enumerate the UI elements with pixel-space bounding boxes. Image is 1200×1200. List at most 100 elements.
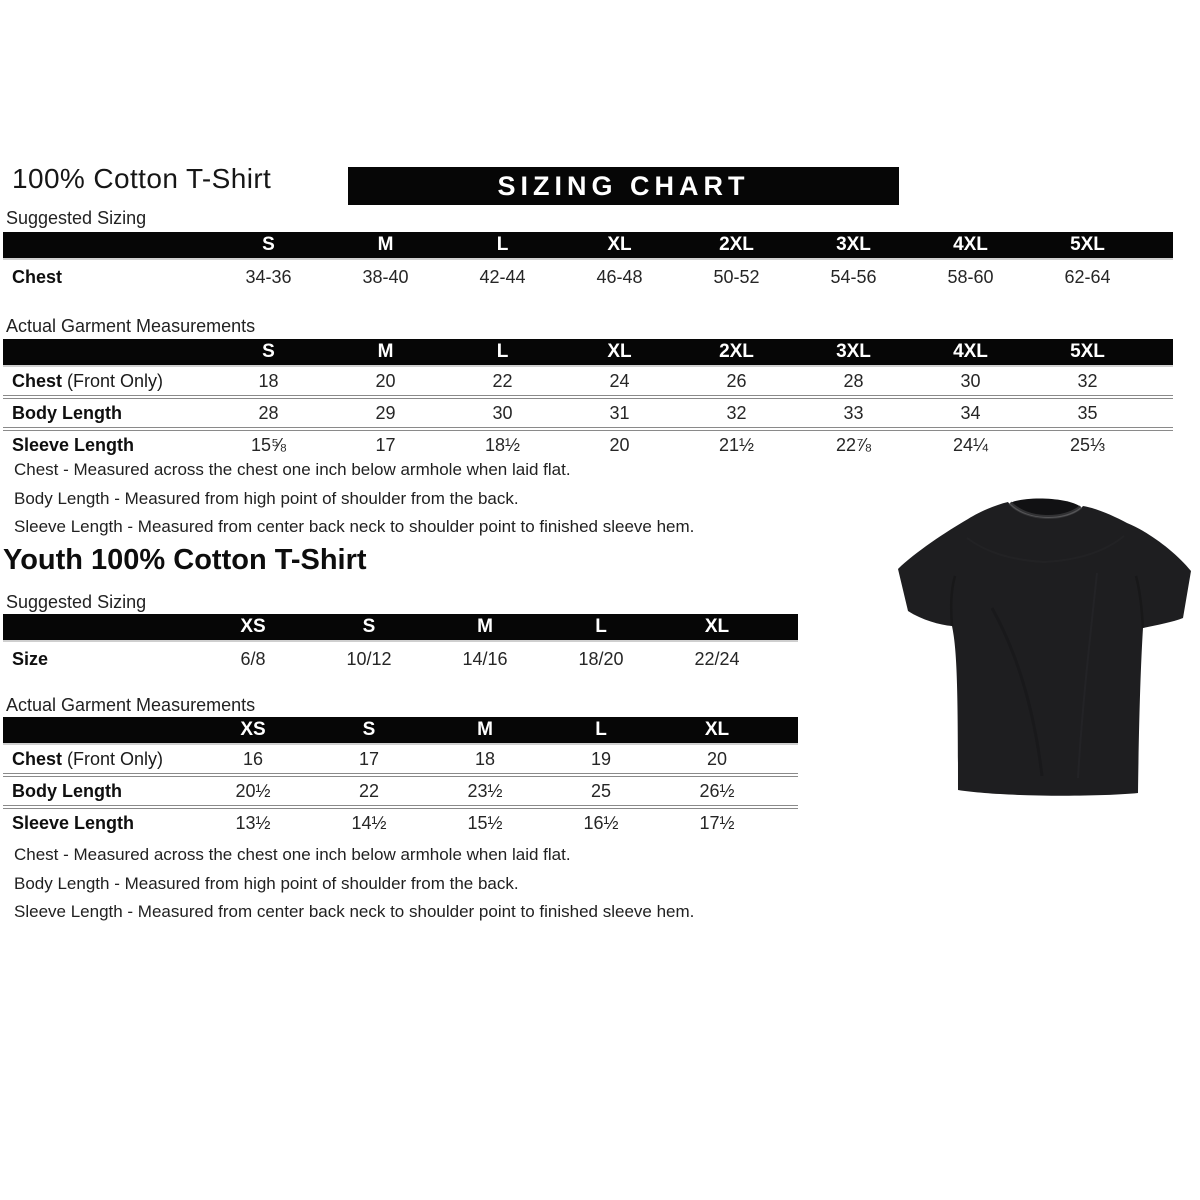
measurement-value: 16 bbox=[242, 748, 264, 769]
table-header-row: XS S M L XL bbox=[3, 717, 798, 745]
size-col-header: S bbox=[362, 719, 376, 740]
table-row: Chest 34-36 38-40 42-44 46-48 50-52 54-5… bbox=[3, 260, 1173, 294]
table-header-row: S M L XL 2XL 3XL 4XL 5XL bbox=[3, 232, 1173, 260]
size-col-header: 5XL bbox=[1070, 341, 1105, 362]
row-label: Body Length bbox=[12, 780, 122, 801]
measurement-value: 62-64 bbox=[1064, 266, 1111, 287]
measurement-value: 29 bbox=[375, 402, 396, 423]
measurement-value: 32 bbox=[1077, 370, 1098, 391]
measurement-value: 22 bbox=[358, 780, 380, 801]
measurement-value: 22/24 bbox=[694, 648, 740, 669]
measurement-value: 17 bbox=[358, 748, 380, 769]
measurement-value: 16½ bbox=[583, 812, 619, 833]
size-col-header: XL bbox=[704, 616, 730, 637]
measurement-value: 26½ bbox=[699, 780, 735, 801]
measurement-value: 14/16 bbox=[462, 648, 508, 669]
size-col-header: XL bbox=[607, 234, 632, 255]
measurement-value: 31 bbox=[609, 402, 630, 423]
size-col-header: S bbox=[262, 234, 275, 255]
youth-suggested-sizing-table: XS S M L XL Size 6/8 10/12 14/16 18/20 2… bbox=[3, 614, 798, 676]
row-label: Sleeve Length bbox=[12, 434, 135, 455]
size-col-header: L bbox=[496, 341, 509, 362]
measurement-value: 20 bbox=[609, 434, 630, 455]
size-col-header: 3XL bbox=[836, 234, 871, 255]
tshirt-collar-rib bbox=[1008, 501, 1083, 519]
measurement-value: 25⅓ bbox=[1069, 434, 1106, 455]
measurement-value: 13½ bbox=[235, 812, 271, 833]
note-line: Sleeve Length - Measured from center bac… bbox=[14, 517, 695, 537]
measurement-value: 25 bbox=[590, 780, 612, 801]
measurement-value: 18 bbox=[258, 370, 279, 391]
size-col-header: 4XL bbox=[953, 234, 988, 255]
measurement-value: 15½ bbox=[467, 812, 503, 833]
measurement-value: 42-44 bbox=[479, 266, 526, 287]
measurement-value: 34-36 bbox=[245, 266, 292, 287]
measurement-value: 32 bbox=[726, 402, 747, 423]
measurement-value: 28 bbox=[843, 370, 864, 391]
measurement-value: 38-40 bbox=[362, 266, 409, 287]
youth-actual-measurements-label: Actual Garment Measurements bbox=[6, 695, 256, 715]
measurement-value: 34 bbox=[960, 402, 981, 423]
youth-section-title: Youth 100% Cotton T-Shirt bbox=[3, 544, 367, 576]
measurement-value: 46-48 bbox=[596, 266, 643, 287]
sizing-chart-banner-label: SIZING CHART bbox=[497, 170, 750, 201]
note-line: Sleeve Length - Measured from center bac… bbox=[14, 902, 695, 922]
measurement-value: 33 bbox=[843, 402, 864, 423]
row-label: Sleeve Length bbox=[12, 812, 135, 833]
measurement-value: 22⅞ bbox=[835, 434, 872, 455]
table-row: Sleeve Length 15⅝ 17 18½ 20 21½ 22⅞ 24¼ … bbox=[3, 427, 1173, 459]
tshirt-right-sleeve-seam bbox=[1134, 575, 1145, 629]
size-col-header: M bbox=[477, 719, 493, 740]
size-col-header: 2XL bbox=[719, 341, 754, 362]
size-col-header: S bbox=[262, 341, 275, 362]
row-label: Size bbox=[12, 648, 49, 669]
row-label: Body Length bbox=[12, 402, 122, 423]
note-line: Chest - Measured across the chest one in… bbox=[14, 845, 571, 864]
adult-suggested-sizing-table: S M L XL 2XL 3XL 4XL 5XL Chest 34-36 38-… bbox=[3, 232, 1173, 294]
measurement-value: 26 bbox=[726, 370, 747, 391]
measurement-value: 20 bbox=[375, 370, 396, 391]
measurement-value: 58-60 bbox=[947, 266, 994, 287]
note-line: Body Length - Measured from high point o… bbox=[14, 873, 519, 893]
adult-suggested-sizing-label: Suggested Sizing bbox=[6, 208, 147, 228]
sizing-chart-banner: SIZING CHART bbox=[348, 167, 899, 205]
measurement-value: 17 bbox=[375, 434, 396, 455]
measurement-value: 15⅝ bbox=[250, 434, 287, 455]
size-col-header: 5XL bbox=[1070, 234, 1105, 255]
table-row: Chest (Front Only) 16 17 18 19 20 bbox=[3, 745, 798, 773]
youth-actual-measurements-table: XS S M L XL Chest (Front Only) 16 17 18 … bbox=[3, 717, 798, 837]
size-col-header: XS bbox=[240, 719, 266, 740]
size-col-header: 4XL bbox=[953, 341, 988, 362]
row-label: Chest bbox=[12, 266, 63, 287]
table-row: Chest (Front Only) 18 20 22 24 26 28 30 … bbox=[3, 367, 1173, 395]
measurement-value: 19 bbox=[590, 748, 612, 769]
table-header-row: XS S M L XL bbox=[3, 614, 798, 642]
table-header-row: S M L XL 2XL 3XL 4XL 5XL bbox=[3, 339, 1173, 367]
tshirt-wrinkle bbox=[1077, 572, 1098, 779]
tshirt-wrinkle bbox=[990, 607, 1044, 777]
measurement-value: 24¼ bbox=[952, 434, 989, 455]
tshirt-body-shape bbox=[898, 502, 1191, 796]
size-col-header: XL bbox=[607, 341, 632, 362]
row-label: Chest (Front Only) bbox=[12, 370, 164, 391]
measurement-value: 10/12 bbox=[346, 648, 392, 669]
table-row: Body Length 28 29 30 31 32 33 34 35 bbox=[3, 395, 1173, 427]
size-col-header: L bbox=[595, 719, 607, 740]
note-line: Body Length - Measured from high point o… bbox=[14, 488, 519, 508]
measurement-value: 30 bbox=[960, 370, 981, 391]
measurement-value: 20½ bbox=[235, 780, 271, 801]
measurement-value: 21½ bbox=[718, 434, 755, 455]
measurement-value: 17½ bbox=[699, 812, 735, 833]
measurement-value: 18½ bbox=[484, 434, 521, 455]
size-col-header: 3XL bbox=[836, 341, 871, 362]
youth-suggested-sizing-label: Suggested Sizing bbox=[6, 592, 147, 612]
size-col-header: M bbox=[377, 234, 394, 255]
adult-actual-measurements-table: S M L XL 2XL 3XL 4XL 5XL Chest (Front On… bbox=[3, 339, 1173, 459]
table-row: Sleeve Length 13½ 14½ 15½ 16½ 17½ bbox=[3, 805, 798, 837]
measurement-value: 18/20 bbox=[578, 648, 624, 669]
black-tshirt-image bbox=[898, 498, 1191, 796]
size-col-header: M bbox=[377, 341, 394, 362]
size-col-header: L bbox=[595, 616, 607, 637]
measurement-value: 24 bbox=[609, 370, 630, 391]
measurement-value: 35 bbox=[1077, 402, 1098, 423]
